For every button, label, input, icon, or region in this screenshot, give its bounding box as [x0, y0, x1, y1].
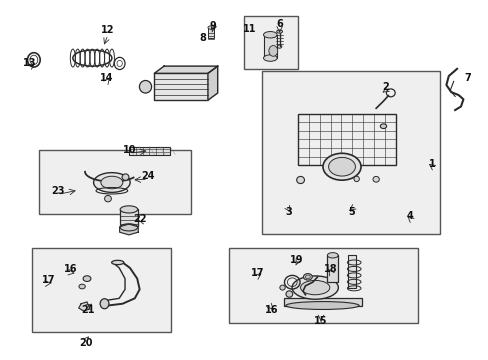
Ellipse shape	[122, 174, 129, 180]
Polygon shape	[207, 66, 217, 100]
Ellipse shape	[327, 253, 337, 258]
Bar	[120, 210, 138, 227]
Text: 23: 23	[51, 186, 65, 196]
Ellipse shape	[120, 224, 138, 231]
Ellipse shape	[353, 176, 359, 181]
Bar	[298, 114, 395, 165]
Text: 4: 4	[406, 211, 413, 221]
Bar	[208, 28, 214, 39]
Ellipse shape	[139, 81, 151, 93]
Bar	[261, 71, 439, 234]
Ellipse shape	[100, 299, 109, 309]
Polygon shape	[120, 224, 138, 235]
Text: 13: 13	[23, 58, 37, 68]
Ellipse shape	[372, 176, 379, 182]
Text: 16: 16	[63, 264, 77, 274]
Text: 8: 8	[199, 33, 206, 43]
Ellipse shape	[83, 276, 91, 282]
Ellipse shape	[296, 176, 304, 184]
Ellipse shape	[328, 157, 355, 176]
Bar	[327, 255, 337, 282]
Bar	[32, 248, 171, 332]
Ellipse shape	[300, 280, 329, 295]
Bar	[283, 298, 361, 306]
Ellipse shape	[285, 291, 292, 297]
Ellipse shape	[263, 55, 277, 61]
Ellipse shape	[303, 274, 312, 280]
Ellipse shape	[263, 32, 277, 38]
Bar	[39, 149, 190, 214]
Text: 17: 17	[41, 275, 55, 285]
Ellipse shape	[380, 124, 386, 129]
Ellipse shape	[285, 302, 358, 310]
Text: 12: 12	[101, 25, 115, 35]
Text: 15: 15	[314, 316, 327, 326]
Ellipse shape	[291, 276, 338, 299]
Text: 16: 16	[264, 305, 278, 315]
Bar	[228, 248, 417, 323]
Ellipse shape	[279, 285, 285, 290]
Text: 3: 3	[285, 207, 291, 217]
Text: 1: 1	[428, 159, 435, 169]
Ellipse shape	[111, 260, 123, 265]
Ellipse shape	[305, 275, 310, 279]
Text: 10: 10	[123, 144, 136, 154]
Ellipse shape	[93, 173, 130, 192]
Text: 24: 24	[141, 171, 154, 181]
Text: 21: 21	[81, 305, 95, 315]
Ellipse shape	[104, 195, 111, 202]
Ellipse shape	[276, 30, 282, 33]
Bar	[263, 35, 277, 58]
Bar	[347, 255, 355, 288]
Bar	[154, 73, 207, 100]
Text: 2: 2	[382, 82, 388, 92]
Text: 18: 18	[323, 264, 336, 274]
Text: 22: 22	[133, 214, 146, 224]
Ellipse shape	[323, 153, 360, 180]
Text: 14: 14	[100, 73, 114, 83]
Ellipse shape	[120, 206, 138, 213]
Ellipse shape	[79, 284, 85, 289]
Ellipse shape	[101, 176, 122, 189]
Text: 11: 11	[242, 24, 256, 35]
Text: 19: 19	[290, 255, 303, 265]
Ellipse shape	[268, 45, 277, 56]
Text: 9: 9	[209, 21, 216, 31]
Polygon shape	[154, 66, 217, 73]
Ellipse shape	[207, 26, 214, 30]
Bar	[128, 147, 170, 154]
Text: 17: 17	[250, 268, 264, 278]
Text: 5: 5	[347, 207, 354, 217]
Text: 7: 7	[464, 73, 470, 83]
Text: 20: 20	[79, 338, 93, 348]
Text: 6: 6	[276, 19, 283, 29]
Polygon shape	[79, 302, 90, 311]
Bar	[243, 16, 298, 69]
